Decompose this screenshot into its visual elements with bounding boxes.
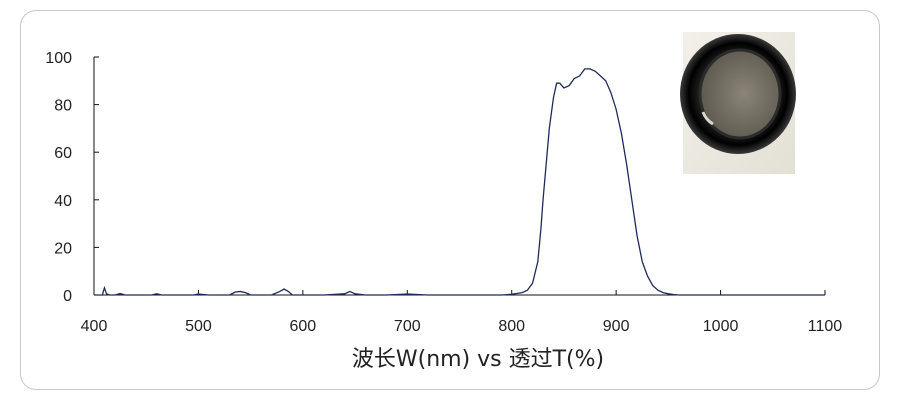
x-tick-label: 700 — [394, 318, 421, 335]
x-axis-label: 波长W(nm) vs 透过T(%) — [352, 347, 604, 372]
x-tick-label: 1000 — [703, 318, 739, 335]
y-tick-label: 0 — [63, 288, 72, 305]
x-tick-label: 600 — [290, 318, 317, 335]
optical-filter-photo-icon — [680, 32, 796, 174]
x-tick-label: 500 — [185, 318, 212, 335]
tick-labels: 400 500 600 700 800 900 1000 1100 0 20 40 60 80 100 — [45, 50, 842, 335]
x-tick-label: 400 — [81, 318, 108, 335]
transmission-series-line — [94, 68, 825, 296]
y-tick-label: 40 — [54, 193, 72, 210]
x-tick-label: 800 — [498, 318, 525, 335]
x-tick-label: 900 — [603, 318, 630, 335]
y-tick-label: 80 — [54, 98, 72, 115]
y-tick-label: 100 — [45, 50, 72, 67]
x-tick-label: 1100 — [808, 318, 843, 335]
y-tick-label: 20 — [54, 240, 72, 257]
y-tick-label: 60 — [54, 145, 72, 162]
